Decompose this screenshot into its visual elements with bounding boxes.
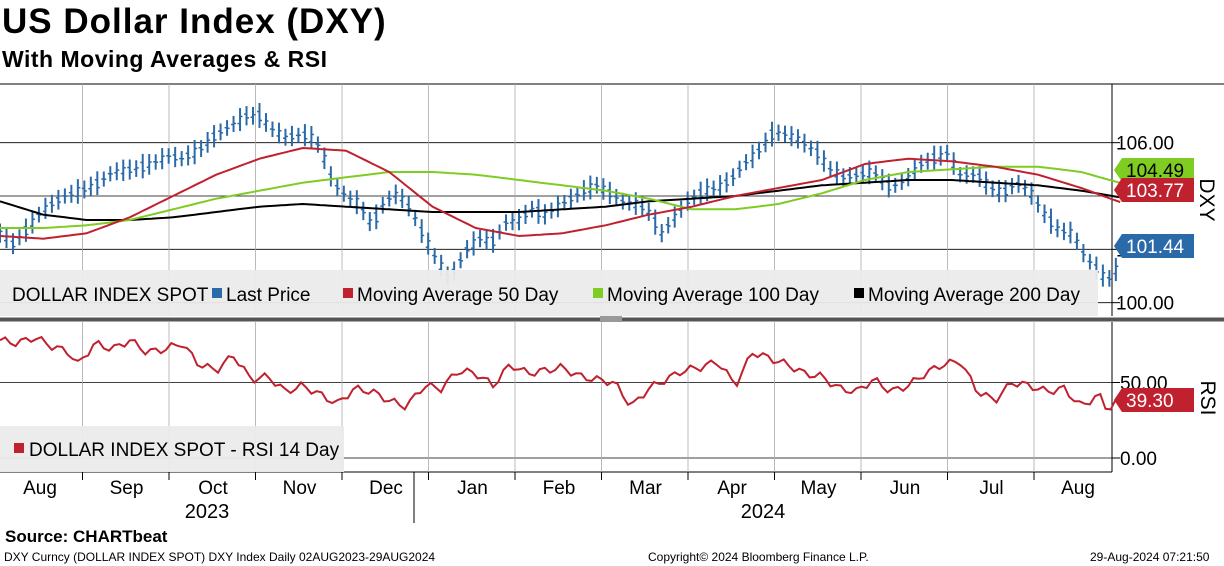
month-label: Jul — [979, 478, 1003, 499]
source-note: Source: CHARTbeat — [5, 527, 168, 546]
rsi-plot — [0, 335, 1117, 411]
value-badge — [1114, 158, 1194, 182]
value-badge-label: 39.30 — [1126, 391, 1174, 412]
ma50-line — [0, 146, 1121, 240]
chart-title: US Dollar Index (DXY) — [2, 2, 387, 41]
value-badge — [1114, 388, 1194, 412]
footer-left: DXY Curncy (DOLLAR INDEX SPOT) DXY Index… — [4, 550, 436, 564]
footer-copyright: Copyright© 2024 Bloomberg Finance L.P. — [648, 550, 869, 564]
month-label: Aug — [23, 478, 57, 499]
month-label: Dec — [369, 478, 403, 499]
month-label: Mar — [629, 478, 662, 499]
rsi-legend-box — [0, 426, 344, 472]
legend-swatch — [593, 288, 603, 298]
month-label: Oct — [198, 478, 228, 499]
price-tick-label: 106.00 — [1116, 134, 1174, 155]
legend-swatch — [212, 288, 222, 298]
price-legend-box — [0, 270, 1098, 316]
month-label: Jun — [890, 478, 921, 499]
rsi-line — [0, 335, 1117, 411]
value-badge — [1114, 234, 1194, 258]
divider-grip[interactable] — [600, 316, 622, 322]
rsi-tick-label: 0.00 — [1120, 449, 1157, 470]
legend-item: Moving Average 100 Day — [607, 285, 819, 306]
legend-item: DOLLAR INDEX SPOT — [12, 285, 209, 306]
chart-subtitle: With Moving Averages & RSI — [2, 46, 328, 72]
month-label: Apr — [717, 478, 747, 499]
legend-swatch — [14, 443, 24, 453]
footer-timestamp: 29-Aug-2024 07:21:50 — [1090, 550, 1210, 564]
price-axis-title: DXY — [1195, 178, 1218, 221]
month-label: May — [801, 478, 837, 499]
price-plot — [0, 102, 1119, 287]
year-label: 2024 — [741, 501, 786, 523]
month-label: Nov — [283, 478, 317, 499]
legend-swatch — [343, 288, 353, 298]
value-badge — [1114, 178, 1194, 202]
rsi-axis-title: RSI — [1196, 380, 1219, 415]
ma100-line — [0, 165, 1121, 229]
ma200-line — [0, 179, 1121, 221]
month-label: Aug — [1061, 478, 1095, 499]
month-label: Jan — [457, 478, 488, 499]
legends: DOLLAR INDEX SPOT Last Price Moving Averag… — [0, 270, 1098, 472]
legend-item: Moving Average 50 Day — [357, 285, 559, 306]
month-label: Sep — [110, 478, 144, 499]
legend-swatch — [854, 288, 864, 298]
value-badge-label: 104.49 — [1126, 161, 1184, 182]
month-label: Feb — [543, 478, 576, 499]
legend-item: DOLLAR INDEX SPOT - RSI 14 Day — [29, 440, 340, 461]
price-tick-label: 100.00 — [1116, 294, 1174, 315]
legend-item: Last Price — [226, 285, 310, 306]
value-badge-label: 101.44 — [1126, 237, 1185, 258]
year-label: 2023 — [185, 501, 230, 523]
legend-item: Moving Average 200 Day — [868, 285, 1080, 306]
moving-average-plot — [0, 146, 1121, 240]
value-badge-label: 103.77 — [1126, 181, 1184, 202]
